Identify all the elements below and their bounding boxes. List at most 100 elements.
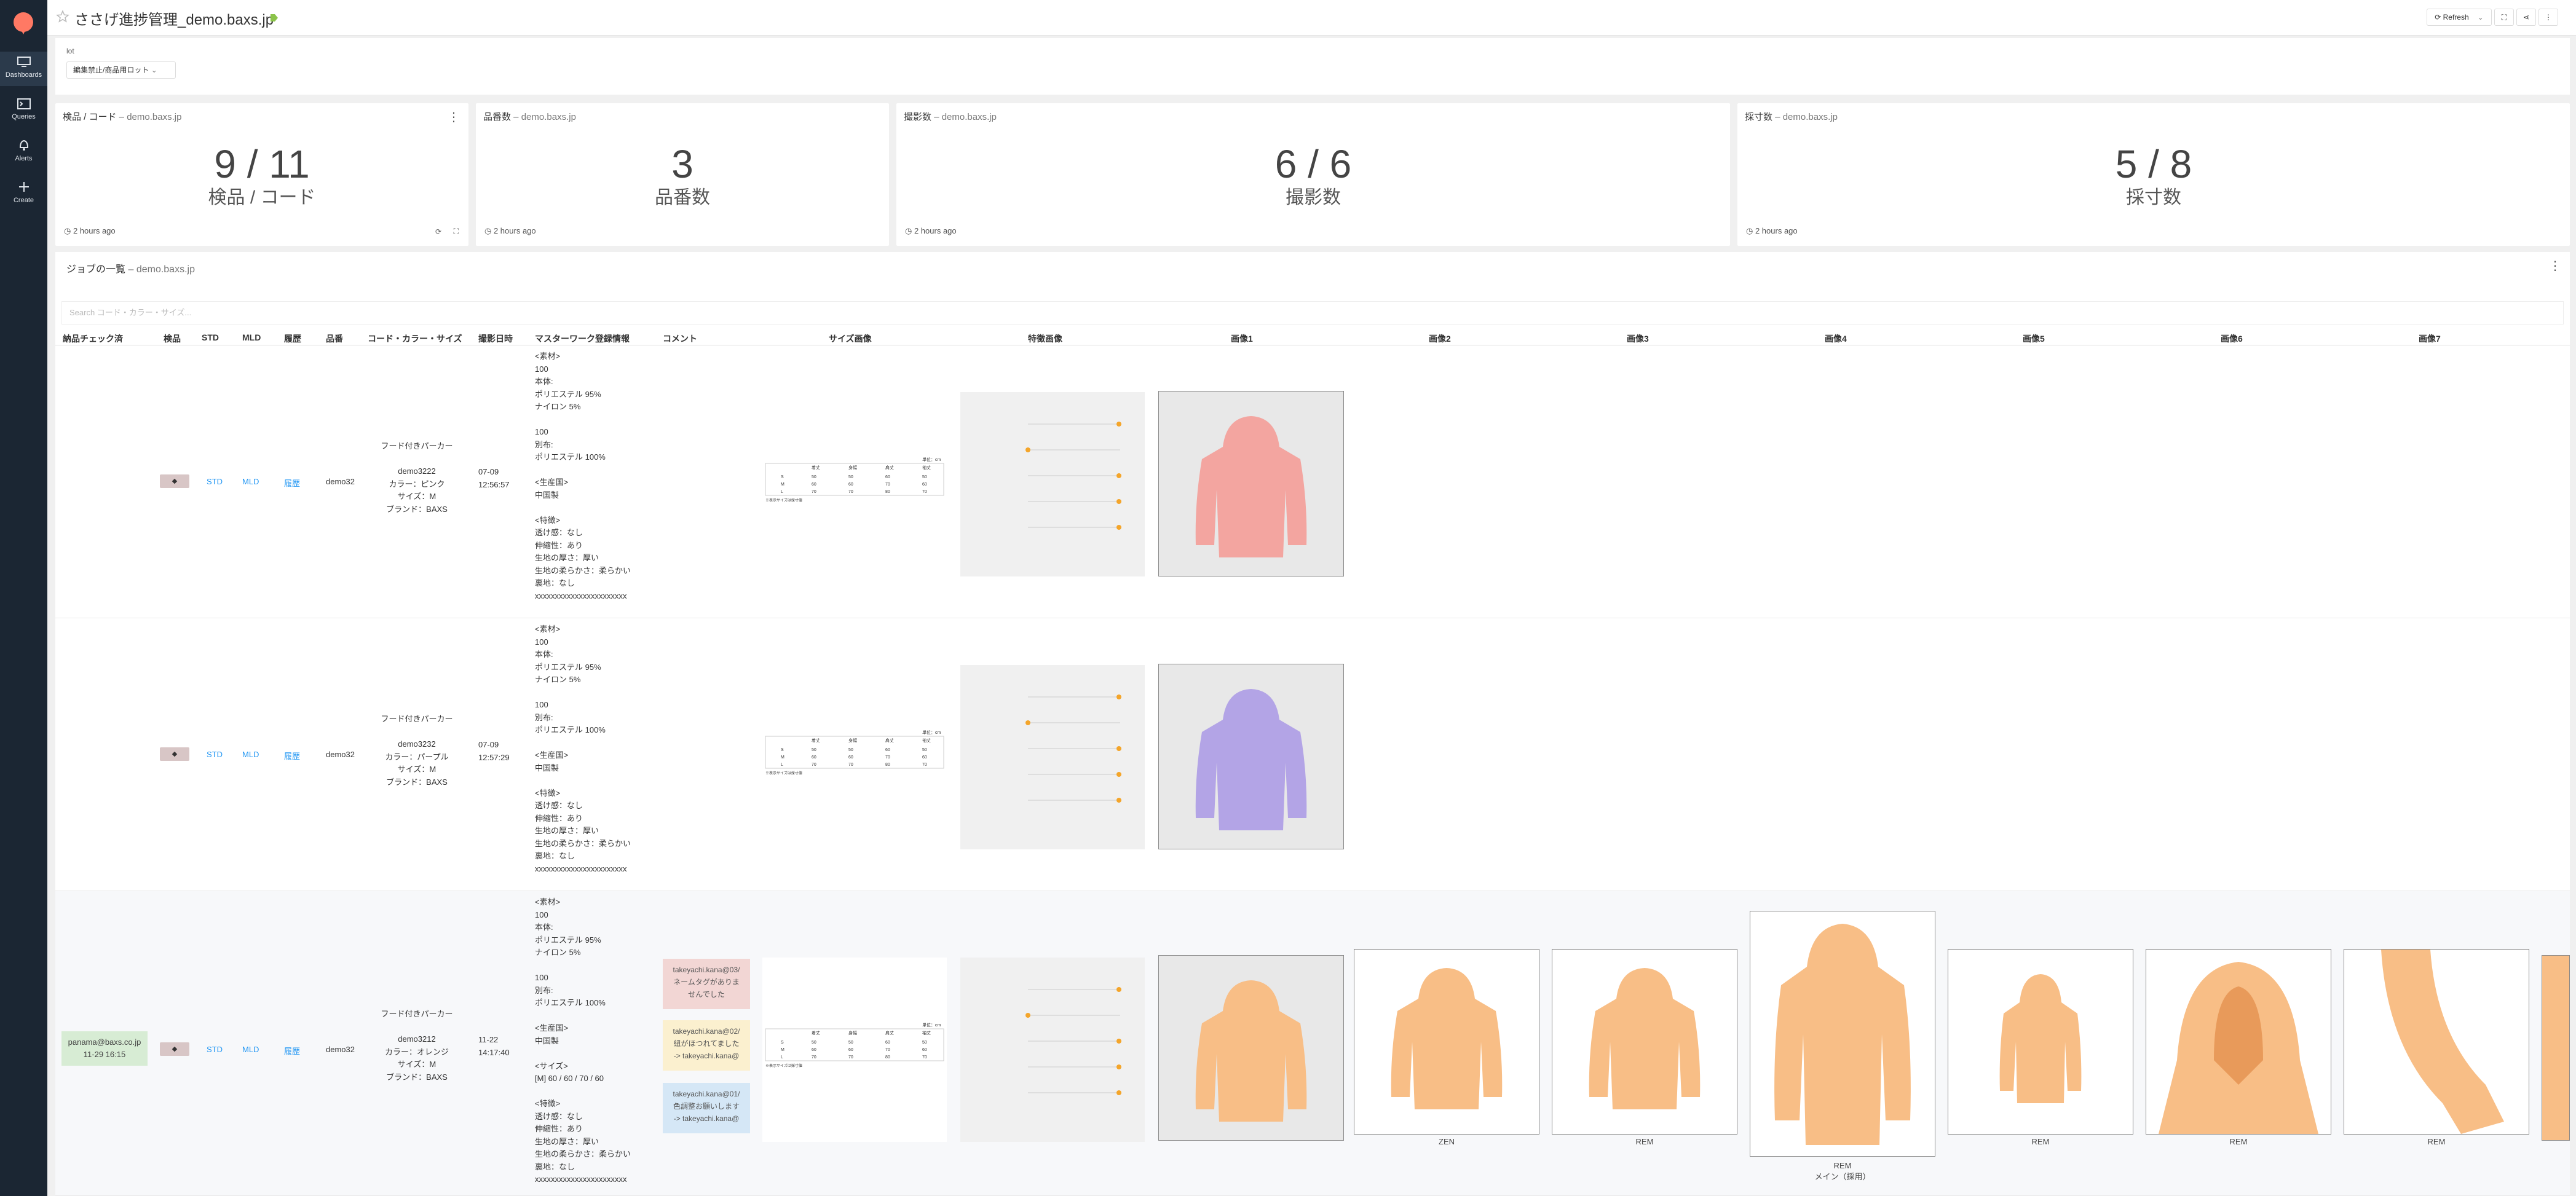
monitor-icon bbox=[17, 57, 31, 67]
product-photo-orange[interactable] bbox=[1354, 949, 1539, 1135]
col-header[interactable]: 履歴 bbox=[284, 334, 301, 344]
master-info-cell: <素材> 100 本体: ポリエステル 95% ナイロン 5% 100 別布: … bbox=[535, 624, 631, 873]
widget-title: ジョブの一覧 – demo.baxs.jp bbox=[66, 264, 195, 275]
inspection-badge[interactable]: ◆ bbox=[160, 747, 189, 761]
svg-text:70: 70 bbox=[848, 1055, 853, 1060]
col-header[interactable]: MLD bbox=[242, 332, 261, 342]
col-header[interactable]: 画像2 bbox=[1429, 334, 1451, 344]
product-photo-orange[interactable] bbox=[1158, 955, 1344, 1141]
comment-card[interactable]: takeyachi.kana@03/ ネームタグがありま せんでした bbox=[663, 959, 750, 1009]
table-search-input[interactable]: Search コード・カラー・サイズ... bbox=[61, 301, 2564, 325]
sidebar-item-label: Dashboards bbox=[5, 71, 42, 79]
more-menu-button[interactable]: ⋮ bbox=[2538, 9, 2558, 26]
svg-text:60: 60 bbox=[812, 755, 816, 760]
col-header[interactable]: 画像4 bbox=[1825, 334, 1847, 344]
sidebar-item-create[interactable]: Create bbox=[0, 176, 47, 210]
svg-text:L: L bbox=[781, 763, 783, 767]
mld-link[interactable]: MLD bbox=[242, 1045, 259, 1054]
std-link[interactable]: STD bbox=[207, 477, 223, 486]
std-link[interactable]: STD bbox=[207, 750, 223, 759]
svg-text:60: 60 bbox=[812, 482, 816, 487]
product-photo-orange-main[interactable] bbox=[1750, 911, 1935, 1157]
counter-label: 採寸数 bbox=[2126, 187, 2181, 208]
size-chart-image[interactable]: 単位：cm 着丈 身幅 肩丈 袖丈 S 50 50 60 50 M 60 60 70 60 L 70 70 80 70… bbox=[762, 665, 947, 849]
delivery-check-badge[interactable]: panama@baxs.co.jp 11-29 16:15 bbox=[61, 1031, 148, 1066]
sidebar-item-queries[interactable]: Queries bbox=[0, 93, 47, 128]
counter-widget: 検品 / コード – demo.baxs.jp ⋮ 9 / 11 検品 / コー… bbox=[55, 103, 468, 246]
product-photo-pink[interactable] bbox=[1158, 391, 1344, 576]
std-link[interactable]: STD bbox=[207, 1045, 223, 1054]
mld-link[interactable]: MLD bbox=[242, 477, 259, 486]
fullscreen-button[interactable]: ⛶ bbox=[2494, 9, 2514, 26]
col-header[interactable]: 画像7 bbox=[2419, 334, 2441, 344]
svg-text:70: 70 bbox=[885, 1048, 890, 1052]
svg-text:70: 70 bbox=[812, 1055, 816, 1060]
product-photo-orange-sleeve[interactable] bbox=[2344, 949, 2529, 1135]
comment-card[interactable]: takeyachi.kana@01/ 色調整お願いします -> takeyach… bbox=[663, 1083, 750, 1133]
widget-title: 検品 / コード – demo.baxs.jp bbox=[63, 112, 182, 122]
col-header[interactable]: コード・カラー・サイズ bbox=[368, 334, 462, 344]
refresh-widget-icon[interactable]: ⟳ bbox=[435, 227, 441, 236]
col-header[interactable]: 品番 bbox=[326, 334, 343, 344]
feature-image[interactable] bbox=[960, 665, 1145, 849]
col-header[interactable]: 画像5 bbox=[2023, 334, 2045, 344]
expand-icon[interactable]: ⛶ bbox=[453, 227, 459, 235]
master-info-cell: <素材> 100 本体: ポリエステル 95% ナイロン 5% 100 別布: … bbox=[535, 897, 631, 1184]
col-header[interactable]: 撮影日時 bbox=[478, 334, 513, 344]
clock-icon: ◷ bbox=[905, 226, 914, 235]
col-header[interactable]: 画像1 bbox=[1231, 334, 1253, 344]
updated-ago: ◷ 2 hours ago bbox=[1746, 226, 1798, 235]
product-photo-orange[interactable] bbox=[1948, 949, 2133, 1135]
sidebar-item-label: Queries bbox=[12, 113, 36, 120]
history-link[interactable]: 履歴 bbox=[284, 752, 301, 761]
product-photo-orange-closeup[interactable] bbox=[2146, 949, 2331, 1135]
col-header[interactable]: コメント bbox=[663, 334, 697, 344]
tag-icon bbox=[271, 14, 278, 22]
svg-text:袖丈: 袖丈 bbox=[922, 465, 931, 470]
widget-title: 品番数 – demo.baxs.jp bbox=[483, 112, 576, 122]
share-button[interactable]: ⋖ bbox=[2516, 9, 2536, 26]
history-link[interactable]: 履歴 bbox=[284, 479, 301, 488]
size-chart-image[interactable]: 単位：cm 着丈 身幅 肩丈 袖丈 S 50 50 60 50 M 60 60 70 60 L 70 70 80 70… bbox=[762, 392, 947, 576]
hoodie-image bbox=[1195, 689, 1307, 830]
product-photo-purple[interactable] bbox=[1158, 664, 1344, 849]
svg-text:60: 60 bbox=[812, 1048, 816, 1052]
refresh-button[interactable]: ⟳ Refresh ⌄ bbox=[2427, 9, 2492, 26]
more-vertical-icon[interactable]: ⋮ bbox=[448, 111, 460, 124]
col-header[interactable]: 検品 bbox=[164, 334, 181, 344]
svg-text:80: 80 bbox=[885, 763, 890, 767]
hinban-cell: demo32 bbox=[326, 477, 355, 486]
redash-logo[interactable] bbox=[14, 12, 33, 34]
sidebar-item-alerts[interactable]: Alerts bbox=[0, 134, 47, 168]
col-header[interactable]: 画像3 bbox=[1627, 334, 1649, 344]
svg-text:60: 60 bbox=[848, 755, 853, 760]
product-photo-partial[interactable] bbox=[2542, 955, 2570, 1141]
comment-card[interactable]: takeyachi.kana@02/ 紐がほつれてました -> takeyach… bbox=[663, 1020, 750, 1071]
inspection-badge[interactable]: ◆ bbox=[160, 1042, 189, 1056]
favorite-star-icon[interactable] bbox=[56, 10, 69, 23]
col-header[interactable]: サイズ画像 bbox=[829, 334, 872, 344]
col-header[interactable]: 納品チェック済 bbox=[63, 334, 123, 344]
svg-text:身幅: 身幅 bbox=[848, 465, 857, 470]
col-header[interactable]: 画像6 bbox=[2221, 334, 2243, 344]
inspection-badge[interactable]: ◆ bbox=[160, 474, 189, 488]
col-header[interactable]: STD bbox=[202, 332, 219, 342]
size-chart-image[interactable]: 単位：cm 着丈 身幅 肩丈 袖丈 S 50 50 60 50 M 60 60 70 60 L 70 70 80 70… bbox=[762, 958, 947, 1142]
sidebar-item-dashboards[interactable]: Dashboards bbox=[0, 52, 47, 86]
svg-text:60: 60 bbox=[885, 748, 890, 752]
col-header[interactable]: 特徴画像 bbox=[1028, 334, 1062, 344]
image-caption: REM bbox=[2031, 1137, 2050, 1146]
sidebar: Dashboards Queries Alerts Create bbox=[0, 0, 47, 1196]
more-vertical-icon[interactable]: ⋮ bbox=[2549, 259, 2561, 273]
size-table-graphic: 単位：cm 着丈 身幅 肩丈 袖丈 S 50 50 60 50 M 60 60 70 60 L 70 70 80 70… bbox=[765, 1022, 944, 1068]
feature-image[interactable] bbox=[960, 958, 1145, 1142]
hoodie-sleeve-image bbox=[2381, 950, 2504, 1134]
mld-link[interactable]: MLD bbox=[242, 750, 259, 759]
col-header[interactable]: マスターワーク登録情報 bbox=[535, 334, 630, 344]
product-photo-orange[interactable] bbox=[1552, 949, 1737, 1135]
table-row: ◆ STD MLD 履歴 demo32 フード付きパーカー demo3222 カ… bbox=[55, 345, 2570, 618]
lot-select[interactable]: 編集禁止/商品用ロット ⌄ bbox=[66, 61, 176, 79]
history-link[interactable]: 履歴 bbox=[284, 1047, 301, 1056]
svg-text:50: 50 bbox=[848, 748, 853, 752]
feature-image[interactable] bbox=[960, 392, 1145, 576]
